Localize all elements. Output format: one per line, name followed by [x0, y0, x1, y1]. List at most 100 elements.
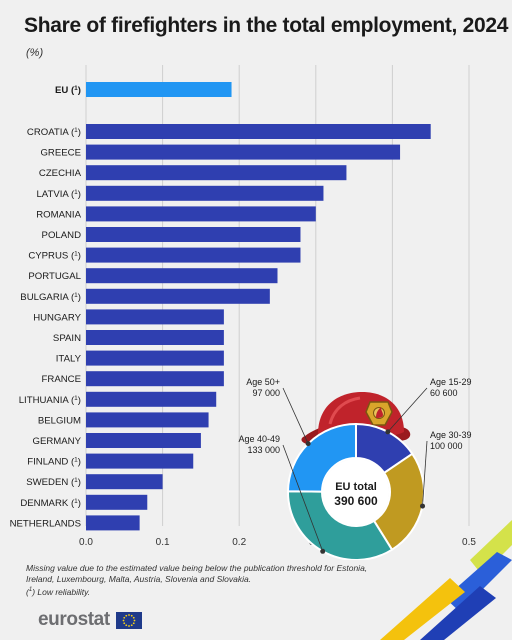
flag-star — [127, 613, 130, 616]
bar — [86, 494, 148, 510]
donut-label: Age 50+97 000 — [246, 377, 309, 444]
bar — [86, 206, 316, 222]
category-label: PORTUGAL — [28, 271, 81, 282]
flag-star — [122, 619, 125, 621]
footnote-mark: 1 — [74, 498, 78, 505]
flag-star — [130, 623, 133, 626]
donut-segment-label: Age 15-29 — [430, 377, 472, 387]
footnote-bracket: ( — [68, 251, 75, 262]
category-name: DENMARK — [20, 498, 69, 509]
footnote-bracket: ( — [68, 457, 75, 468]
category-name: HUNGARY — [33, 312, 81, 323]
donut-segment-label: Age 40-49 — [238, 434, 280, 444]
donut-segment-value: 133 000 — [247, 445, 280, 455]
bar — [86, 247, 301, 263]
bar — [86, 82, 232, 97]
category-name: BELGIUM — [38, 415, 81, 426]
donut-segment-value: 100 000 — [430, 441, 463, 451]
footnote-bracket: ( — [68, 498, 75, 509]
flag-star — [125, 623, 127, 626]
x-tick-label: 0.2 — [232, 537, 246, 548]
bar — [86, 227, 301, 242]
category-label: DENMARK (1) — [20, 498, 81, 509]
category-name: FINLAND — [27, 457, 68, 468]
brand-name: eurostat — [38, 609, 110, 630]
category-label: FINLAND (1) — [27, 457, 81, 468]
eu-flag-icon — [115, 611, 142, 629]
bar — [86, 185, 324, 201]
category-label: SWEDEN (1) — [26, 477, 81, 488]
unit-label: (%) — [26, 47, 44, 59]
donut-segment-value: 97 000 — [252, 388, 280, 398]
footnote-mark: 1 — [74, 189, 78, 196]
category-name: LATVIA — [36, 189, 69, 200]
footnote-bracket: ( — [68, 189, 75, 200]
donut-callout-dot — [320, 548, 326, 554]
category-name: SWEDEN — [26, 477, 68, 488]
footnote-bracket: ( — [68, 292, 75, 303]
category-label: LATVIA (1) — [36, 189, 81, 200]
category-label: CZECHIA — [39, 168, 82, 179]
reliability-note: (1) Low reliability. — [26, 586, 91, 597]
donut-segment-label: Age 50+ — [246, 377, 280, 387]
footnote-mark: 1 — [74, 251, 78, 258]
chart-title: Share of firefighters in the total emplo… — [24, 14, 509, 37]
footnote-bracket: ) — [78, 85, 81, 96]
bar — [86, 433, 201, 448]
bar — [86, 288, 270, 304]
flag-star — [125, 614, 127, 617]
footnote-bracket: ) — [78, 251, 81, 262]
category-name: PORTUGAL — [28, 271, 81, 282]
category-name: ITALY — [56, 354, 82, 365]
bars — [86, 82, 431, 531]
footnote-bracket: ) — [78, 457, 81, 468]
donut-callout-line — [422, 440, 428, 507]
reliability-mark: 1 — [28, 587, 33, 593]
category-name: POLAND — [42, 230, 82, 241]
category-name: CZECHIA — [39, 168, 82, 179]
category-name: FRANCE — [42, 374, 81, 385]
category-name: CROATIA — [27, 127, 70, 138]
flag-star — [132, 616, 135, 619]
x-tick-label: 0.1 — [156, 537, 170, 548]
donut-segment — [287, 490, 394, 560]
footnote-bracket: ) — [78, 292, 81, 303]
bar — [86, 144, 401, 160]
bar — [86, 453, 194, 469]
donut-callout-line — [282, 444, 324, 552]
footnote-mark: 1 — [74, 127, 78, 134]
bar — [86, 391, 217, 407]
flag-star — [130, 614, 133, 617]
category-name: ROMANIA — [36, 209, 81, 220]
bar — [86, 124, 431, 139]
bar — [86, 330, 224, 345]
footnote-mark: 1 — [74, 292, 78, 299]
category-label: LITHUANIA (1) — [19, 395, 81, 406]
donut-segment-value: 60 600 — [430, 388, 458, 398]
eurostat-logo: eurostat — [38, 609, 142, 631]
category-name: LITHUANIA — [19, 395, 70, 406]
category-label: ROMANIA — [36, 209, 81, 220]
category-label: BELGIUM — [38, 415, 81, 426]
footnote-bracket: ( — [68, 127, 75, 138]
missing-values-note: Missing value due to the estimated value… — [26, 563, 368, 584]
category-name: SPAIN — [53, 333, 81, 344]
category-name: BULGARIA — [20, 292, 69, 303]
footnote-bracket: ( — [68, 85, 75, 96]
footnote-mark: 1 — [74, 457, 78, 464]
footnote-bracket: ( — [68, 395, 75, 406]
category-label: EU (1) — [55, 85, 81, 96]
donut-callout-line — [387, 387, 428, 433]
bar — [86, 412, 209, 428]
flag-star — [132, 621, 135, 624]
category-name: NETHERLANDS — [10, 518, 81, 529]
category-label: CYPRUS (1) — [28, 251, 81, 262]
donut-segment-label: Age 30-39 — [430, 430, 472, 440]
footnote-bracket: ) — [78, 395, 81, 406]
footnote-bracket: ) — [78, 477, 81, 488]
footnote-bracket: ) — [78, 498, 81, 509]
